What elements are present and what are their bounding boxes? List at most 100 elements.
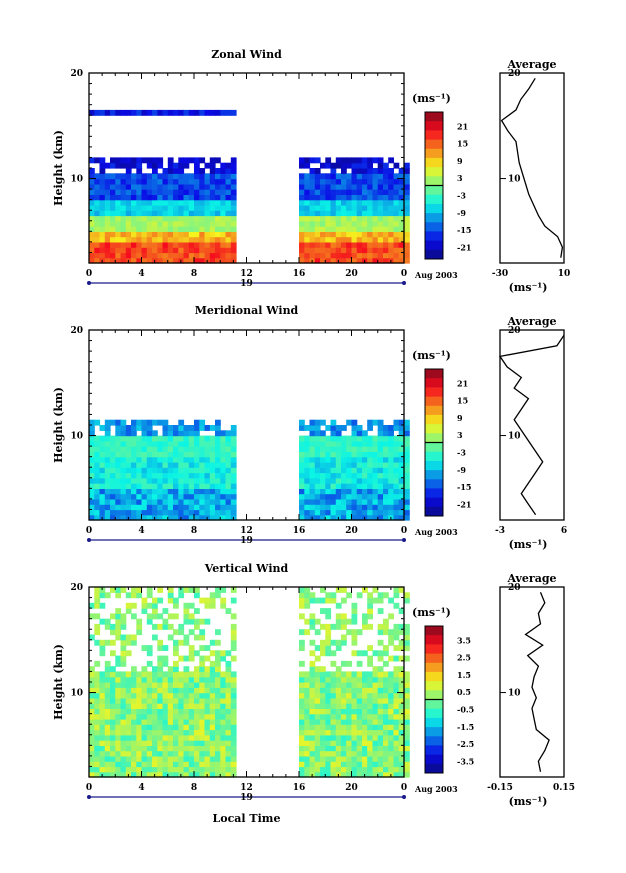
heatmap-cell xyxy=(104,430,111,437)
heatmap-cell xyxy=(99,509,106,516)
heatmap-cell xyxy=(152,183,158,190)
heatmap-cell xyxy=(356,215,363,222)
heatmap-cell xyxy=(162,618,169,625)
heatmap-cell xyxy=(131,419,137,426)
heatmap-cell xyxy=(204,236,211,243)
heatmap-cell xyxy=(398,587,405,593)
heatmap-cell xyxy=(209,493,216,500)
heatmap-cell xyxy=(157,483,164,489)
heatmap-cell xyxy=(393,745,400,752)
colorbar-swatch xyxy=(425,167,443,177)
heatmap-cell xyxy=(115,708,122,715)
heatmap-cell xyxy=(110,771,116,778)
heatmap-cell xyxy=(309,446,316,452)
heatmap-cell xyxy=(346,493,352,500)
heatmap-cell xyxy=(320,226,326,232)
heatmap-cell xyxy=(131,451,137,458)
heatmap-cell xyxy=(146,755,153,762)
heatmap-cell xyxy=(120,430,127,437)
heatmap-cell xyxy=(115,724,122,731)
heatmap-cell xyxy=(356,729,363,736)
heatmap-cell xyxy=(372,446,379,452)
heatmap-cell xyxy=(356,509,363,516)
heatmap-cell xyxy=(188,504,195,511)
heatmap-cell xyxy=(299,687,305,694)
heatmap-cell xyxy=(304,247,311,254)
heatmap-cell xyxy=(225,498,232,505)
heatmap-cell xyxy=(398,435,405,442)
heatmap-cell xyxy=(367,183,373,190)
heatmap-cell xyxy=(125,178,132,185)
heatmap-cell xyxy=(215,204,221,211)
heatmap-cell xyxy=(404,623,410,630)
heatmap-cell xyxy=(120,236,127,243)
heatmap-cell xyxy=(194,199,200,206)
heatmap-cell xyxy=(141,226,148,232)
heatmap-cell xyxy=(351,199,358,206)
heatmap-cell xyxy=(356,483,363,489)
heatmap-cell xyxy=(304,504,311,511)
heatmap-cell xyxy=(404,755,410,762)
heatmap-cell xyxy=(167,666,174,673)
heatmap-cell xyxy=(230,461,237,468)
heatmap-cell xyxy=(89,425,95,431)
heatmap-cell xyxy=(131,750,137,757)
heatmap-cell xyxy=(398,639,405,646)
heatmap-cell xyxy=(215,676,221,683)
heatmap-cell xyxy=(309,472,316,479)
colorbar-swatch xyxy=(425,139,443,150)
heatmap-cell xyxy=(178,157,185,164)
heatmap-cell xyxy=(162,671,169,678)
heatmap-cell xyxy=(183,215,190,222)
heatmap-cell xyxy=(167,231,174,238)
heatmap-cell xyxy=(89,236,95,243)
heatmap-cell xyxy=(157,660,164,667)
heatmap-cell xyxy=(388,676,394,683)
heatmap-cell xyxy=(377,666,384,673)
heatmap-cell xyxy=(346,435,352,442)
heatmap-cell xyxy=(199,231,206,238)
heatmap-cell xyxy=(104,745,111,752)
heatmap-cell xyxy=(398,231,405,238)
heatmap-cell xyxy=(104,220,111,227)
heatmap-cell xyxy=(157,708,164,715)
heatmap-cell xyxy=(388,734,394,741)
heatmap-cell xyxy=(120,660,127,667)
heatmap-cell xyxy=(383,446,389,452)
heatmap-cell xyxy=(173,483,179,489)
heatmap-cell xyxy=(194,220,200,227)
heatmap-cell xyxy=(351,204,358,211)
heatmap-cell xyxy=(325,750,332,757)
heatmap-cell xyxy=(125,440,132,447)
heatmap-cell xyxy=(398,483,405,489)
heatmap-cell xyxy=(372,729,379,736)
heatmap-cell xyxy=(351,451,358,458)
heatmap-cell xyxy=(320,194,326,201)
heatmap-cell xyxy=(94,729,101,736)
heatmap-cell xyxy=(383,713,389,720)
heatmap-cell xyxy=(110,451,116,458)
heatmap-cell xyxy=(299,183,305,190)
heatmap-cell xyxy=(131,236,137,243)
heatmap-cell xyxy=(204,461,211,468)
heatmap-cell xyxy=(146,771,153,778)
heatmap-cell xyxy=(120,425,127,431)
heatmap-cell xyxy=(356,734,363,741)
heatmap-cell xyxy=(320,215,326,222)
heatmap-cell xyxy=(125,189,132,195)
heatmap-cell xyxy=(220,461,227,468)
heatmap-cell xyxy=(320,247,326,254)
heatmap-cell xyxy=(194,697,200,704)
heatmap-cell xyxy=(393,761,400,768)
heatmap-cell xyxy=(99,425,106,431)
heatmap-cell xyxy=(230,451,237,458)
colorbar-swatch xyxy=(425,497,443,508)
heatmap-cell xyxy=(335,157,342,164)
heatmap-cell xyxy=(225,446,232,452)
heatmap-cell xyxy=(377,168,384,174)
heatmap-cell xyxy=(356,660,363,667)
heatmap-cell xyxy=(398,252,405,259)
x-tick-label: 16 xyxy=(293,526,306,536)
heatmap-cell xyxy=(341,461,347,468)
heatmap-cell xyxy=(204,504,211,511)
